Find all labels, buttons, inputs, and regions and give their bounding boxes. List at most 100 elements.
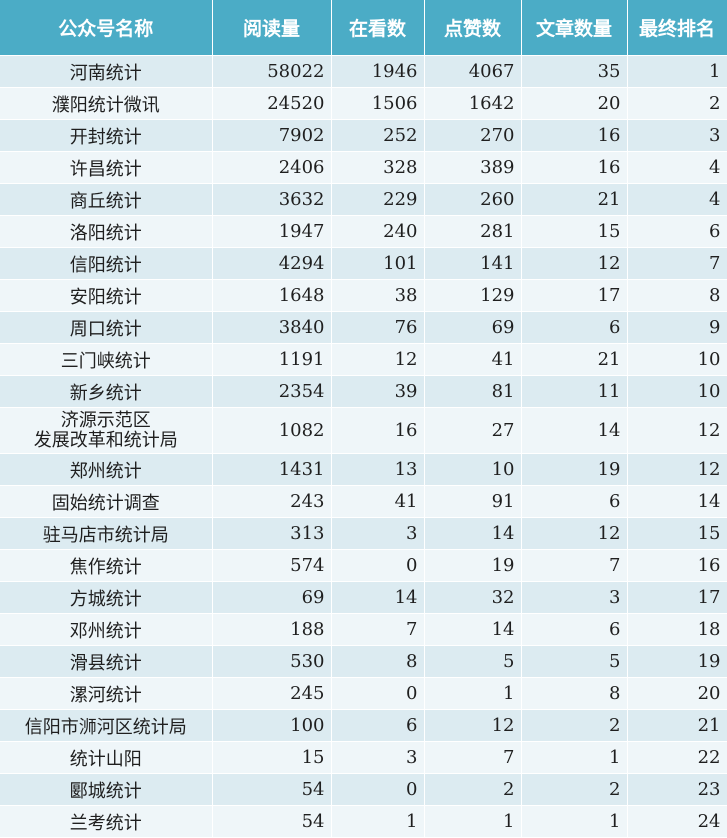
cell-likes: 260 [424, 183, 522, 216]
table-row: 三门峡统计 1191 12 41 21 10 [0, 343, 727, 376]
cell-reads: 54 [212, 805, 332, 838]
table-row: 滑县统计 530 8 5 5 19 [0, 645, 727, 678]
table-row: 许昌统计 2406 328 389 16 4 [0, 151, 727, 184]
cell-reads: 54 [212, 773, 332, 806]
cell-likes: 389 [424, 151, 522, 184]
table-row: 河南统计 58022 1946 4067 35 1 [0, 55, 727, 88]
cell-likes: 14 [424, 517, 522, 550]
cell-final-rank: 19 [627, 645, 727, 678]
cell-watching: 13 [331, 453, 425, 486]
cell-likes: 5 [424, 645, 522, 678]
cell-final-rank: 21 [627, 709, 727, 742]
table-row: 濮阳统计微讯 24520 1506 1642 20 2 [0, 87, 727, 120]
cell-account-name: 周口统计 [0, 311, 213, 344]
cell-watching: 38 [331, 279, 425, 312]
cell-final-rank: 2 [627, 87, 727, 120]
table-row: 驻马店市统计局 313 3 14 12 15 [0, 517, 727, 550]
cell-final-rank: 22 [627, 741, 727, 774]
cell-article-count: 1 [521, 741, 628, 774]
cell-account-name: 濮阳统计微讯 [0, 87, 213, 120]
cell-final-rank: 12 [627, 407, 727, 454]
header-final-rank: 最终排名 [627, 0, 727, 56]
cell-likes: 27 [424, 407, 522, 454]
cell-final-rank: 10 [627, 343, 727, 376]
cell-account-name: 许昌统计 [0, 151, 213, 184]
cell-watching: 1946 [331, 55, 425, 88]
header-article-count: 文章数量 [521, 0, 628, 56]
cell-reads: 3840 [212, 311, 332, 344]
cell-final-rank: 8 [627, 279, 727, 312]
cell-watching: 0 [331, 677, 425, 710]
cell-account-name: 三门峡统计 [0, 343, 213, 376]
cell-likes: 2 [424, 773, 522, 806]
cell-reads: 2354 [212, 375, 332, 408]
header-row: 公众号名称 阅读量 在看数 点赞数 文章数量 最终排名 [0, 0, 727, 56]
header-watching: 在看数 [331, 0, 425, 56]
table-row: 固始统计调查 243 41 91 6 14 [0, 485, 727, 518]
cell-reads: 1191 [212, 343, 332, 376]
table-row: 方城统计 69 14 32 3 17 [0, 581, 727, 614]
cell-account-name: 兰考统计 [0, 805, 213, 838]
table-row: 安阳统计 1648 38 129 17 8 [0, 279, 727, 312]
cell-likes: 12 [424, 709, 522, 742]
cell-watching: 3 [331, 517, 425, 550]
cell-account-name: 信阳统计 [0, 247, 213, 280]
cell-reads: 69 [212, 581, 332, 614]
cell-likes: 270 [424, 119, 522, 152]
cell-article-count: 16 [521, 151, 628, 184]
cell-watching: 0 [331, 773, 425, 806]
cell-account-name: 焦作统计 [0, 549, 213, 582]
cell-account-name: 开封统计 [0, 119, 213, 152]
cell-watching: 240 [331, 215, 425, 248]
table-row: 信阳市浉河区统计局 100 6 12 2 21 [0, 709, 727, 742]
table-row: 新乡统计 2354 39 81 11 10 [0, 375, 727, 408]
cell-final-rank: 16 [627, 549, 727, 582]
cell-article-count: 1 [521, 805, 628, 838]
cell-likes: 7 [424, 741, 522, 774]
cell-likes: 4067 [424, 55, 522, 88]
cell-reads: 574 [212, 549, 332, 582]
cell-account-name: 统计山阳 [0, 741, 213, 774]
cell-final-rank: 9 [627, 311, 727, 344]
cell-reads: 24520 [212, 87, 332, 120]
table-row: 焦作统计 574 0 19 7 16 [0, 549, 727, 582]
cell-likes: 10 [424, 453, 522, 486]
cell-article-count: 8 [521, 677, 628, 710]
cell-article-count: 19 [521, 453, 628, 486]
cell-account-name: 河南统计 [0, 55, 213, 88]
cell-watching: 41 [331, 485, 425, 518]
cell-account-name: 商丘统计 [0, 183, 213, 216]
cell-reads: 245 [212, 677, 332, 710]
cell-final-rank: 3 [627, 119, 727, 152]
table-row: 兰考统计 54 1 1 1 24 [0, 805, 727, 838]
cell-reads: 1648 [212, 279, 332, 312]
cell-reads: 243 [212, 485, 332, 518]
cell-final-rank: 14 [627, 485, 727, 518]
cell-watching: 7 [331, 613, 425, 646]
cell-account-name: 济源示范区 发展改革和统计局 [0, 407, 213, 454]
cell-watching: 1506 [331, 87, 425, 120]
cell-watching: 1 [331, 805, 425, 838]
cell-watching: 39 [331, 375, 425, 408]
cell-final-rank: 10 [627, 375, 727, 408]
cell-watching: 3 [331, 741, 425, 774]
cell-reads: 2406 [212, 151, 332, 184]
table-row: 郾城统计 54 0 2 2 23 [0, 773, 727, 806]
cell-likes: 32 [424, 581, 522, 614]
cell-watching: 6 [331, 709, 425, 742]
cell-reads: 3632 [212, 183, 332, 216]
cell-reads: 4294 [212, 247, 332, 280]
cell-account-name: 驻马店市统计局 [0, 517, 213, 550]
header-account-name: 公众号名称 [0, 0, 213, 56]
cell-article-count: 2 [521, 773, 628, 806]
cell-article-count: 12 [521, 517, 628, 550]
cell-watching: 8 [331, 645, 425, 678]
cell-final-rank: 23 [627, 773, 727, 806]
cell-watching: 12 [331, 343, 425, 376]
cell-account-name: 滑县统计 [0, 645, 213, 678]
cell-final-rank: 20 [627, 677, 727, 710]
cell-watching: 14 [331, 581, 425, 614]
cell-article-count: 14 [521, 407, 628, 454]
cell-watching: 0 [331, 549, 425, 582]
